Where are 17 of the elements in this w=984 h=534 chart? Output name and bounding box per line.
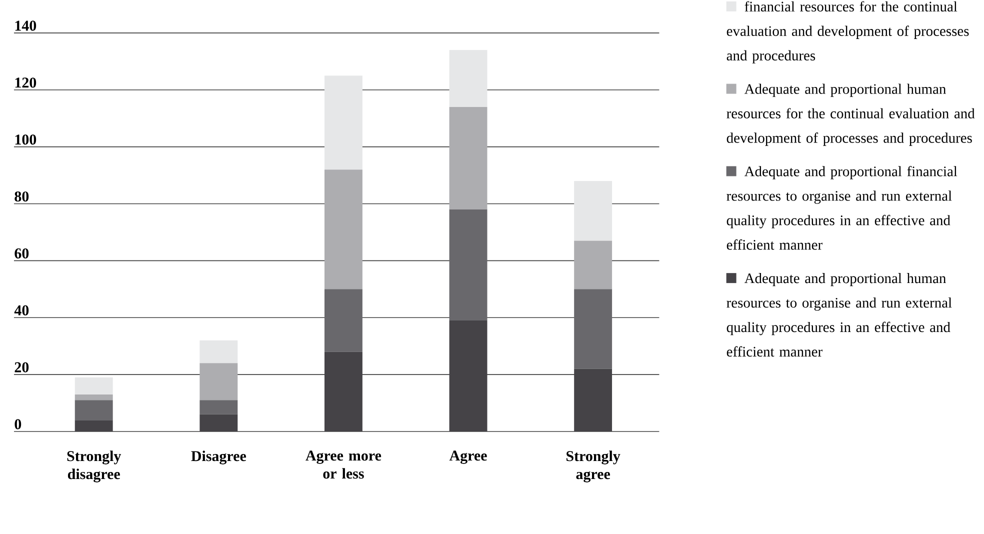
y-tick-label: 40: [14, 305, 29, 316]
legend-label: Adequate and proportional financial resources to organise and run external quality procedures in an effective and efficient manner: [726, 166, 958, 250]
legend-label: Adequate and proportional human resources to organise and run external quality procedures in an effective and efficient manner: [726, 272, 952, 356]
x-tick-label: Agree more or less: [306, 450, 382, 478]
x-tick-label: Strongly agree: [566, 450, 620, 482]
x-tick-label: Strongly disagree: [67, 450, 122, 482]
legend-label: Adequate and proportional human resources for the continual evaluation and development of processes and procedures: [726, 84, 975, 146]
legend-label: financial resources for the continual evaluation and development of processes and procedures: [726, 1, 969, 64]
y-tick-label: 80: [14, 191, 29, 202]
x-tick-label: Agree: [449, 450, 487, 464]
x-tick-label: Disagree: [191, 450, 246, 464]
y-tick-label: 100: [15, 134, 36, 144]
y-tick-label: 120: [15, 77, 36, 88]
y-tick-label: 20: [14, 362, 29, 372]
y-tick-label: 140: [15, 20, 36, 31]
y-tick-label: 0: [14, 419, 22, 430]
y-tick-label: 60: [14, 248, 29, 258]
